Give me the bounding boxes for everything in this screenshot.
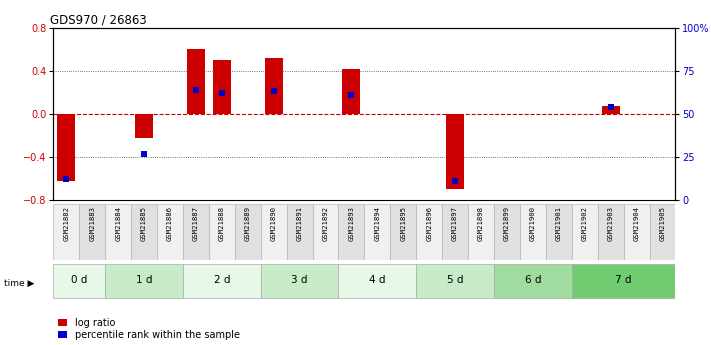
FancyBboxPatch shape bbox=[338, 264, 416, 298]
Text: GSM21884: GSM21884 bbox=[115, 206, 121, 242]
FancyBboxPatch shape bbox=[105, 204, 131, 260]
Point bbox=[139, 151, 150, 156]
Point bbox=[268, 89, 279, 94]
FancyBboxPatch shape bbox=[572, 264, 675, 298]
FancyBboxPatch shape bbox=[261, 264, 338, 298]
Text: GSM21900: GSM21900 bbox=[530, 206, 536, 242]
Text: 3 d: 3 d bbox=[292, 275, 308, 285]
FancyBboxPatch shape bbox=[442, 204, 468, 260]
FancyBboxPatch shape bbox=[183, 204, 209, 260]
Text: GSM21898: GSM21898 bbox=[478, 206, 484, 242]
Text: GSM21896: GSM21896 bbox=[426, 206, 432, 242]
FancyBboxPatch shape bbox=[105, 264, 183, 298]
Text: GSM21904: GSM21904 bbox=[634, 206, 640, 242]
FancyBboxPatch shape bbox=[183, 264, 261, 298]
FancyBboxPatch shape bbox=[209, 204, 235, 260]
Text: GSM21901: GSM21901 bbox=[556, 206, 562, 242]
Bar bbox=[264, 58, 283, 114]
FancyBboxPatch shape bbox=[313, 204, 338, 260]
Text: GSM21903: GSM21903 bbox=[608, 206, 614, 242]
FancyBboxPatch shape bbox=[416, 264, 494, 298]
Bar bbox=[135, 114, 153, 138]
Bar bbox=[187, 49, 205, 114]
Text: GSM21899: GSM21899 bbox=[504, 206, 510, 242]
Text: GSM21889: GSM21889 bbox=[245, 206, 251, 242]
Text: 4 d: 4 d bbox=[369, 275, 385, 285]
FancyBboxPatch shape bbox=[598, 204, 624, 260]
Text: 6 d: 6 d bbox=[525, 275, 541, 285]
Text: GSM21891: GSM21891 bbox=[296, 206, 303, 242]
Bar bbox=[213, 60, 231, 114]
Text: GSM21894: GSM21894 bbox=[375, 206, 380, 242]
Text: 7 d: 7 d bbox=[615, 275, 632, 285]
FancyBboxPatch shape bbox=[53, 264, 105, 298]
Point bbox=[60, 177, 72, 182]
FancyBboxPatch shape bbox=[650, 204, 675, 260]
FancyBboxPatch shape bbox=[624, 204, 650, 260]
Point bbox=[191, 87, 202, 92]
Text: GSM21888: GSM21888 bbox=[219, 206, 225, 242]
Text: GSM21887: GSM21887 bbox=[193, 206, 199, 242]
FancyBboxPatch shape bbox=[338, 204, 364, 260]
Point bbox=[449, 178, 461, 184]
Text: GDS970 / 26863: GDS970 / 26863 bbox=[50, 13, 147, 27]
FancyBboxPatch shape bbox=[287, 204, 313, 260]
Bar bbox=[343, 69, 360, 114]
Point bbox=[216, 90, 228, 96]
Text: GSM21892: GSM21892 bbox=[323, 206, 328, 242]
Text: GSM21885: GSM21885 bbox=[141, 206, 147, 242]
FancyBboxPatch shape bbox=[157, 204, 183, 260]
Bar bbox=[57, 114, 75, 181]
FancyBboxPatch shape bbox=[261, 204, 287, 260]
Bar bbox=[602, 106, 620, 114]
Text: 2 d: 2 d bbox=[213, 275, 230, 285]
FancyBboxPatch shape bbox=[79, 204, 105, 260]
Point bbox=[605, 104, 616, 110]
FancyBboxPatch shape bbox=[494, 204, 520, 260]
Bar bbox=[446, 114, 464, 189]
Text: GSM21890: GSM21890 bbox=[271, 206, 277, 242]
Text: GSM21895: GSM21895 bbox=[400, 206, 406, 242]
Text: 0 d: 0 d bbox=[71, 275, 87, 285]
FancyBboxPatch shape bbox=[572, 204, 598, 260]
Text: 5 d: 5 d bbox=[447, 275, 464, 285]
Text: GSM21886: GSM21886 bbox=[167, 206, 173, 242]
FancyBboxPatch shape bbox=[416, 204, 442, 260]
Text: GSM21883: GSM21883 bbox=[89, 206, 95, 242]
FancyBboxPatch shape bbox=[53, 204, 79, 260]
FancyBboxPatch shape bbox=[546, 204, 572, 260]
FancyBboxPatch shape bbox=[468, 204, 494, 260]
Legend: log ratio, percentile rank within the sample: log ratio, percentile rank within the sa… bbox=[58, 318, 240, 340]
Text: GSM21882: GSM21882 bbox=[63, 206, 69, 242]
Text: GSM21905: GSM21905 bbox=[660, 206, 665, 242]
FancyBboxPatch shape bbox=[494, 264, 572, 298]
FancyBboxPatch shape bbox=[364, 204, 390, 260]
Text: 1 d: 1 d bbox=[136, 275, 152, 285]
Text: time ▶: time ▶ bbox=[4, 278, 34, 287]
Text: GSM21893: GSM21893 bbox=[348, 206, 354, 242]
FancyBboxPatch shape bbox=[131, 204, 157, 260]
Text: GSM21897: GSM21897 bbox=[452, 206, 458, 242]
Text: GSM21902: GSM21902 bbox=[582, 206, 588, 242]
FancyBboxPatch shape bbox=[520, 204, 546, 260]
Point bbox=[346, 92, 357, 98]
FancyBboxPatch shape bbox=[390, 204, 416, 260]
FancyBboxPatch shape bbox=[235, 204, 261, 260]
